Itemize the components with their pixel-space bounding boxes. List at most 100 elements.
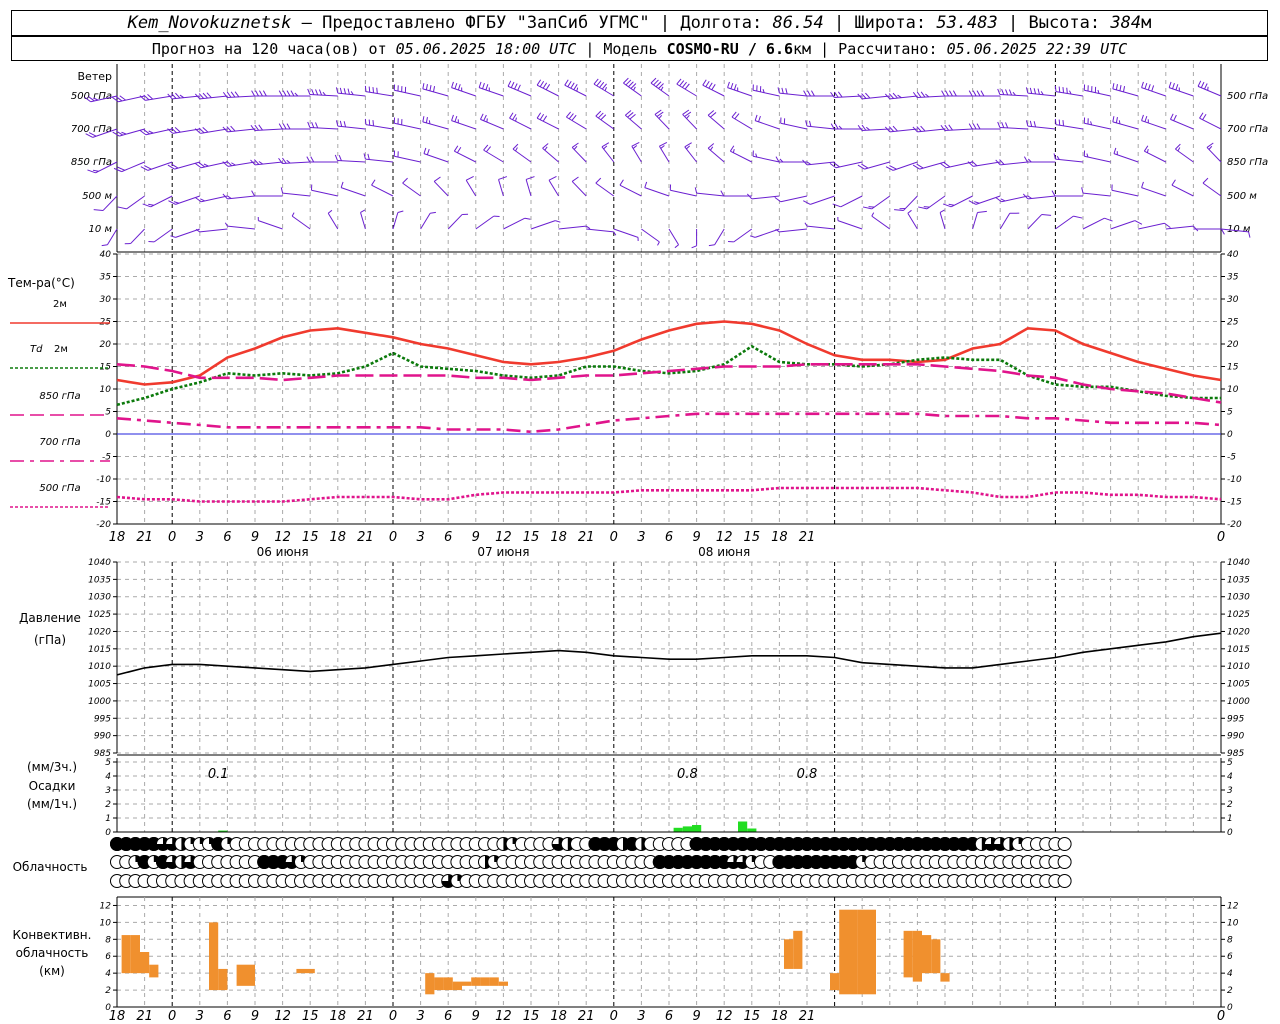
conv-time-tick: 3: [416, 1009, 424, 1024]
wind-barb: [200, 195, 228, 203]
wind-barb-feather: [977, 210, 987, 213]
wind-barb: [1199, 117, 1222, 130]
wind-barb-feather: [485, 146, 492, 153]
pressure-ytick-left: 1020: [88, 627, 111, 637]
temp-time-tick: 9: [472, 530, 480, 545]
wind-barb: [834, 95, 863, 98]
wind-barb-feather: [112, 96, 119, 103]
wind-barb-feather: [731, 111, 737, 118]
conv-time-tick: 15: [744, 1009, 761, 1024]
wind-barb: [702, 84, 725, 97]
wind-barb-feather: [804, 222, 808, 227]
wind-barb-feather: [1248, 231, 1251, 238]
wind-barb-feather: [857, 93, 863, 100]
provider-text: — Предоставлено ФГБУ "ЗапСиб УГМС" |: [301, 13, 671, 33]
wind-barb-feather: [259, 90, 263, 97]
wind-barb-feather: [322, 91, 326, 96]
wind-barb-feather: [290, 90, 295, 97]
conv-time-tick: 3: [637, 1009, 645, 1024]
wind-barb-feather: [167, 164, 175, 170]
wind-barb: [422, 121, 449, 130]
wind-barb-feather: [167, 128, 174, 134]
wind-barb: [864, 161, 890, 170]
wind-barb: [530, 220, 556, 230]
wind-barb-feather: [968, 200, 977, 205]
wind-barb-feather: [510, 81, 515, 88]
wind-barb-feather: [113, 167, 122, 173]
wind-barb: [682, 114, 697, 130]
wind-barb-feather: [837, 91, 843, 98]
wind-barb: [1202, 182, 1222, 197]
conv-ytick-left: 2: [105, 986, 111, 996]
wind-barb-feather: [1220, 228, 1225, 235]
wind-barb-feather: [945, 90, 949, 97]
wind-barb-feather: [834, 123, 839, 130]
wind-barb-feather: [545, 84, 551, 91]
wind-barb-feather: [1151, 85, 1155, 92]
wind-barb-feather: [833, 162, 840, 168]
wind-barb: [200, 161, 228, 169]
wind-barb-feather: [576, 87, 579, 92]
wind-barb-feather: [861, 163, 869, 169]
wind-barb-feather: [997, 121, 1001, 128]
wind-barb-feather: [456, 147, 462, 153]
wind-barb-feather: [368, 119, 371, 126]
wind-barb: [365, 91, 394, 97]
wind-barb: [780, 195, 808, 203]
wind-barb: [903, 195, 918, 211]
wind-barb-feather: [515, 117, 517, 122]
wind-barb: [174, 161, 200, 170]
wind-barb-feather: [350, 91, 354, 95]
conv-axis-unit: (км): [39, 964, 65, 978]
wind-barb-feather: [629, 113, 636, 120]
wind-barb: [130, 228, 145, 244]
wind-barb: [337, 92, 366, 97]
wind-barb-feather: [684, 142, 692, 148]
wind-barb-feather: [343, 88, 347, 95]
wind-barb-feather: [1119, 85, 1122, 91]
wind-barb-feather: [709, 146, 714, 151]
conv-bar: [498, 981, 508, 986]
conv-bar: [912, 930, 922, 982]
wind-barb-feather: [315, 89, 319, 96]
wind-barb: [392, 212, 399, 230]
conv-time-tick: 12: [274, 1009, 291, 1024]
wind-barb-feather: [544, 146, 548, 151]
wind-barb: [1113, 153, 1139, 163]
temp-time-tick: 15: [744, 530, 761, 545]
wind-barb: [95, 161, 118, 174]
temp-time-tick: 3: [196, 530, 204, 545]
wind-barb-feather: [949, 90, 953, 97]
wind-barb: [950, 195, 973, 208]
wind-barb: [625, 114, 642, 130]
wind-barb-feather: [976, 90, 981, 97]
wind-barb-feather: [340, 181, 344, 188]
wind-barb-feather: [734, 113, 740, 120]
temp-legend-label: 850 гПа: [39, 391, 80, 402]
wind-barb: [975, 195, 1001, 205]
wind-barb: [150, 195, 173, 208]
wind-barb: [512, 148, 532, 163]
wind-barb: [503, 217, 526, 230]
wind-barb: [752, 155, 780, 163]
precip-ytick-left: 4: [105, 772, 111, 782]
wind-barb: [227, 195, 256, 200]
wind-barb-feather: [457, 84, 461, 91]
wind-barb-feather: [117, 166, 126, 171]
wind-barb: [595, 182, 615, 197]
wind-barb-feather: [286, 123, 291, 130]
wind-barb-feather: [1008, 89, 1013, 96]
wind-barb-feather: [454, 82, 458, 89]
wind-barb-feather: [171, 93, 177, 99]
cloud-symbol: [1057, 874, 1072, 888]
wind-barb-feather: [142, 203, 151, 208]
temp-time-tick: 18: [771, 530, 788, 545]
wind-barb-feather: [1053, 153, 1056, 160]
precip-bar: [692, 825, 702, 832]
temp-time-tick: 6: [444, 530, 452, 545]
lat-label: | Широта:: [833, 13, 927, 33]
wind-barb: [1027, 214, 1043, 230]
temp-time-tick: 15: [302, 530, 319, 545]
temp-ytick-left: 40: [100, 250, 112, 260]
wind-barb-feather: [564, 79, 569, 86]
